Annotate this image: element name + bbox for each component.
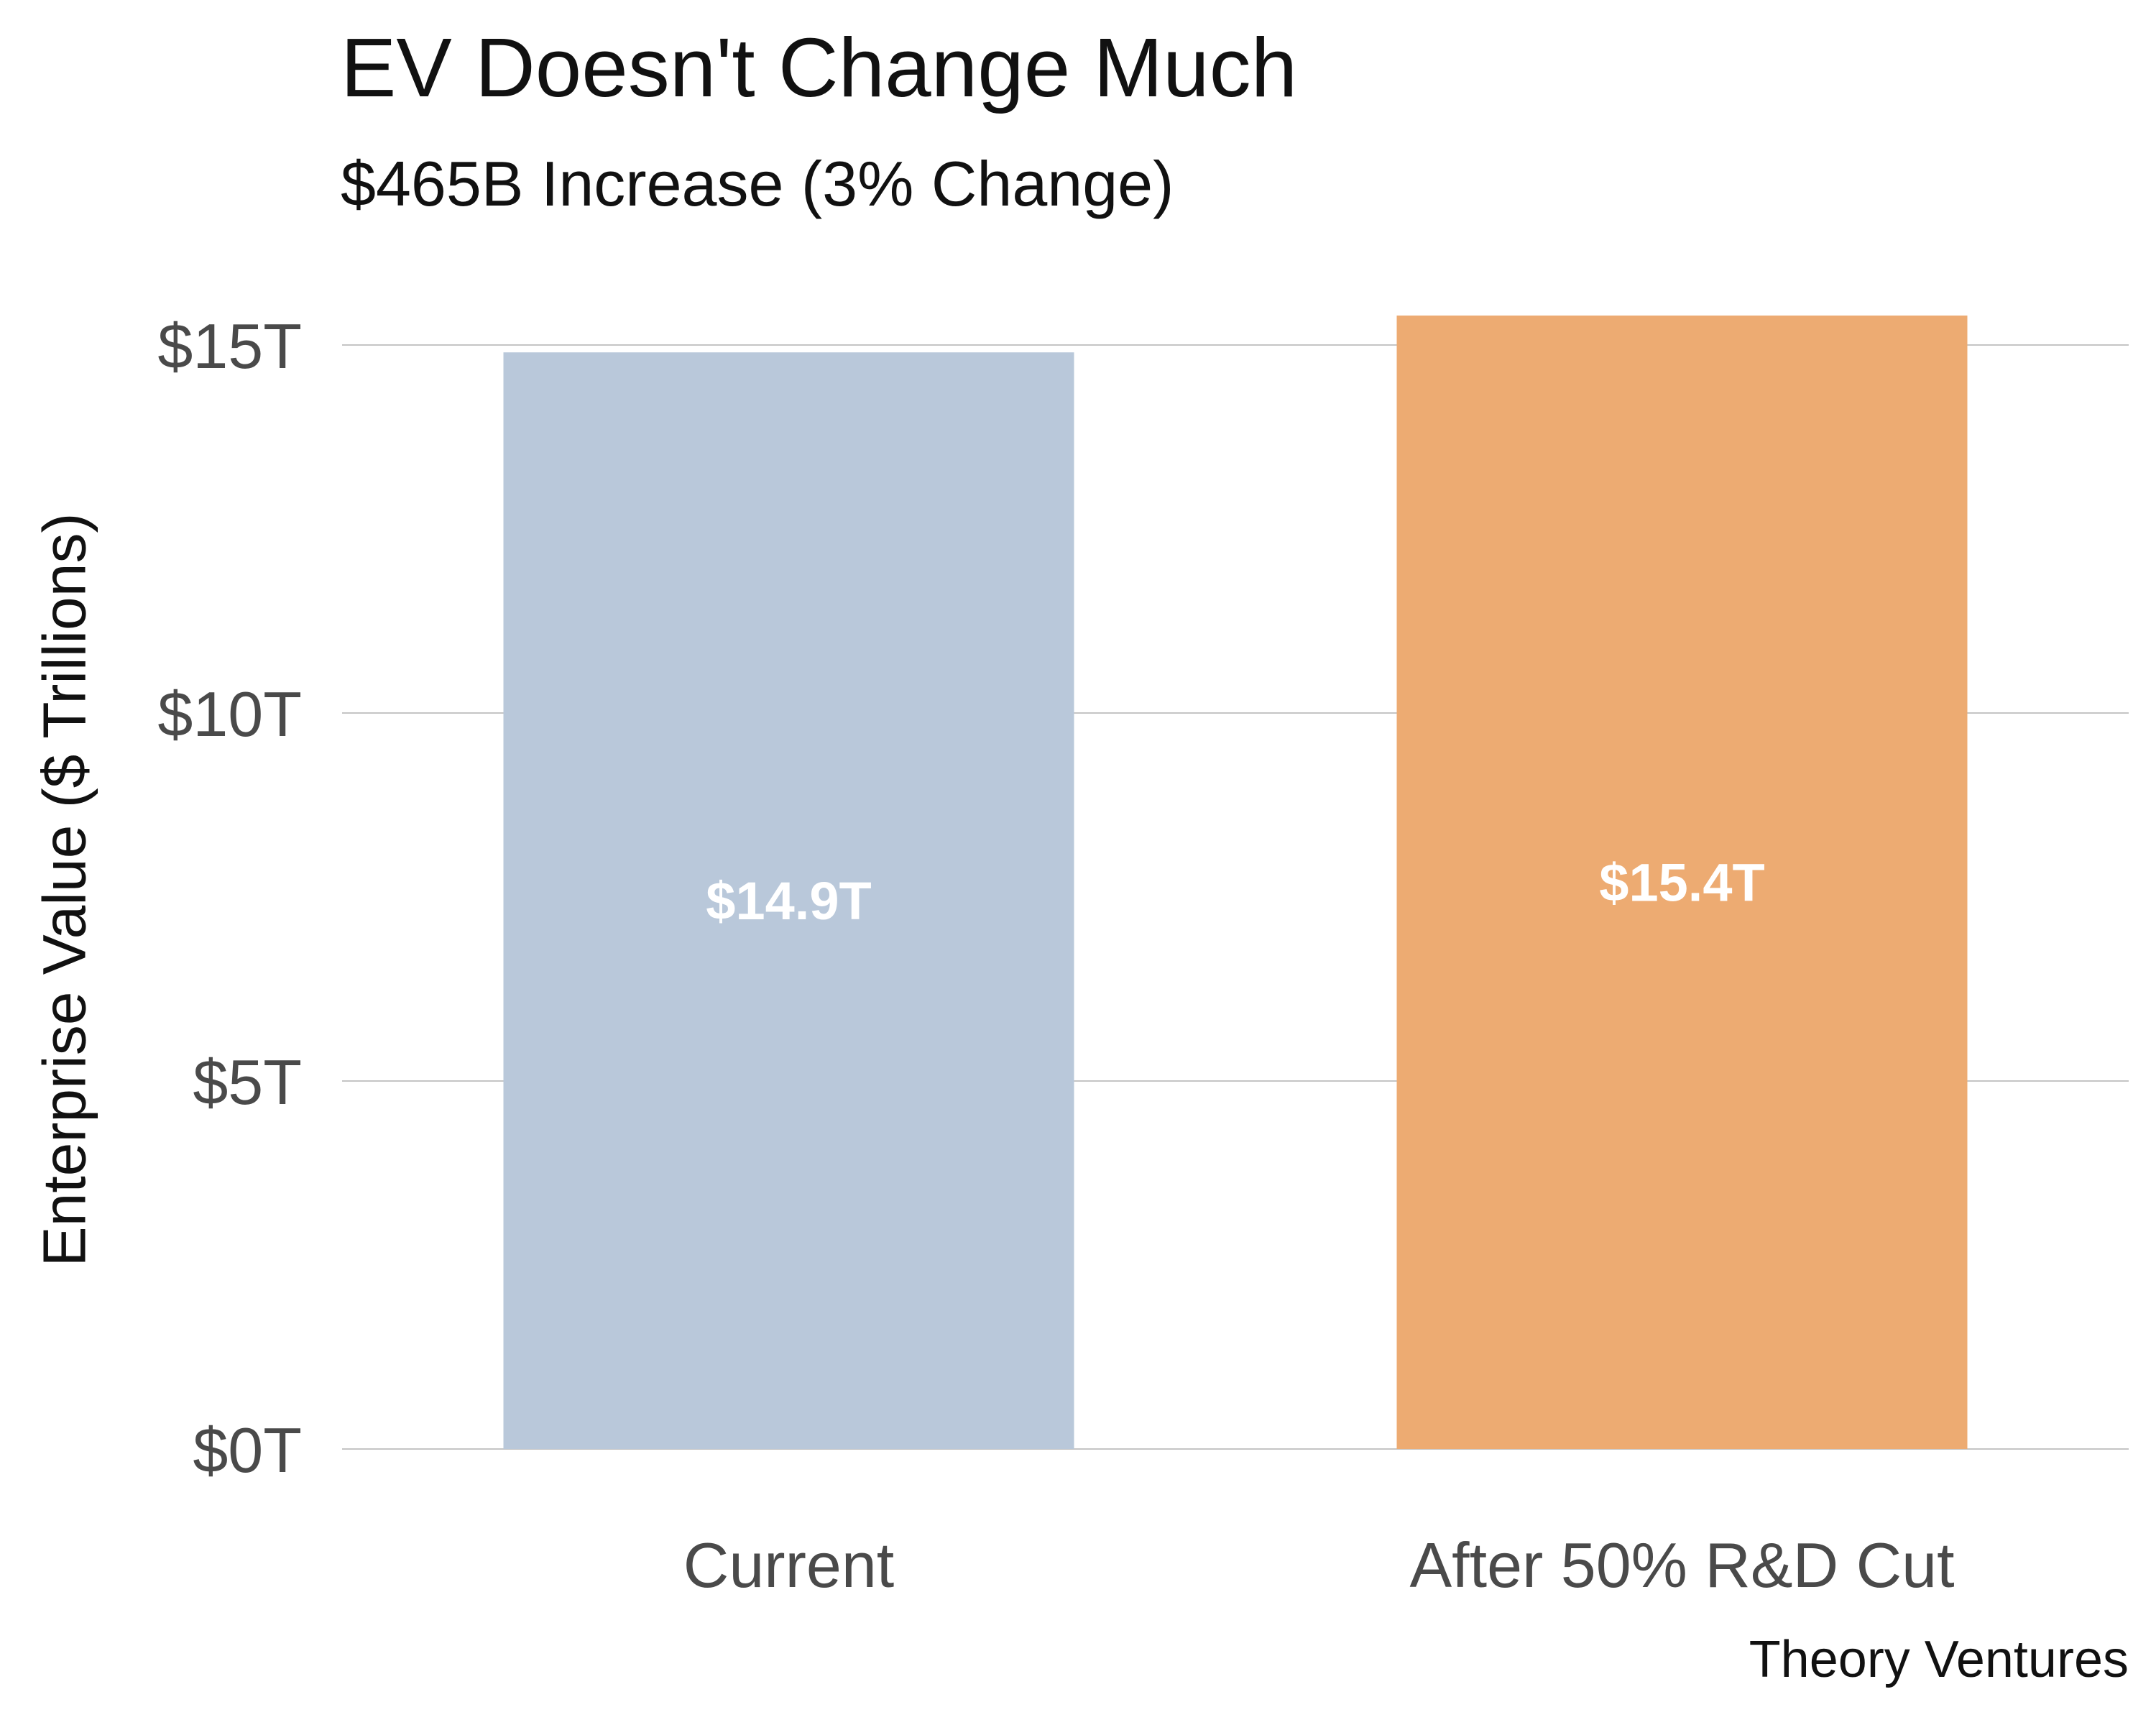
x-tick-label: Current [683, 1530, 894, 1601]
y-tick-label: $0T [193, 1414, 302, 1486]
y-tick-label: $15T [157, 310, 302, 382]
bar [1396, 316, 1968, 1449]
bar-data-label: $14.9T [706, 871, 871, 931]
source-credit: Theory Ventures [1749, 1631, 2129, 1688]
bar [503, 352, 1074, 1449]
x-tick-label: After 50% R&D Cut [1409, 1530, 1954, 1601]
bar-data-label: $15.4T [1599, 853, 1764, 913]
chart-subtitle: $465B Increase (3% Change) [341, 148, 1174, 219]
y-tick-label: $5T [193, 1046, 302, 1118]
chart-title: EV Doesn't Change Much [341, 21, 1298, 114]
y-tick-label: $10T [157, 678, 302, 750]
